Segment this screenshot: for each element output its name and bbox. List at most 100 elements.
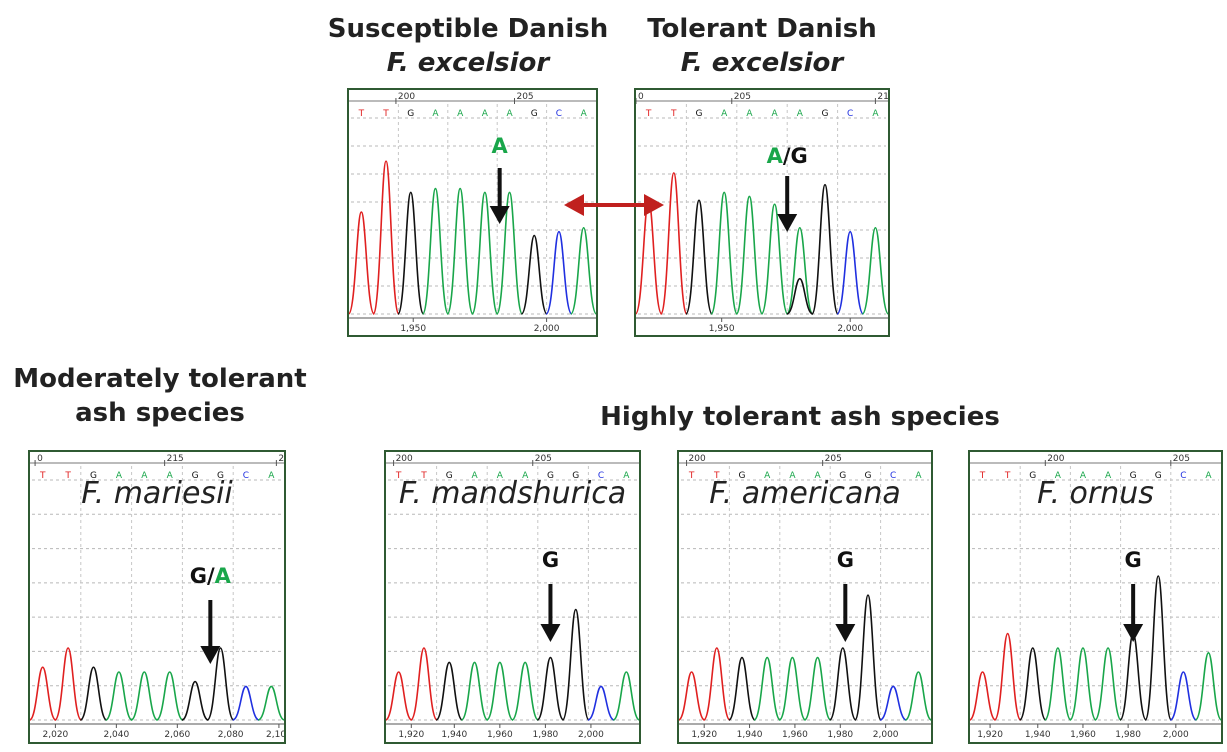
base-call-letter: G [865,471,872,481]
trace-peak [421,187,450,315]
panel-ornus: 200 205 T T G A A A G G C A 1,920 1,940 1,960 1,980 2,00… [968,450,1223,744]
trace-peak [232,685,260,721]
bottom-tick-label: 1,950 [400,324,426,334]
chromatogram-mariesii: 0215220TTGAAAGGCA2,0202,0402,0602,0802,1… [30,454,284,740]
base-call-letter: C [598,471,604,481]
trace-peak [760,203,789,315]
trace-peak [495,191,524,315]
panel-mandshurica: 200 205 T T G A A A G G C A 1,920 1,940 1,960 1,980 2,00… [384,450,641,744]
base-call-letter: A [116,471,123,481]
trace-peak [970,671,997,721]
base-call-letter: A [471,471,478,481]
position-arrow-head [540,624,561,642]
susceptible-title-line1: Susceptible Danish [327,14,609,44]
tolerant-title-line2: F. excelsior [680,48,844,78]
species-name-mandshurica: F. mandshurica [398,476,627,511]
bottom-tick-label: 1,980 [827,730,853,740]
base-call-letter: T [645,109,652,119]
position-arrow-head [835,624,856,642]
base-call-letter: A [746,109,753,119]
trace-peak [1018,647,1047,721]
base-call-letter: A [432,109,439,119]
base-call-letter: G [531,109,538,119]
trace-peak [728,656,756,721]
bottom-tick-label: 2,100 [266,730,284,740]
base-call-letter: A [1055,471,1062,481]
allele-call-susceptible: A [460,134,540,158]
base-call-letter: G [1155,471,1162,481]
base-call-letter: T [1004,471,1011,481]
allele-call-tolerant: A/G [747,144,827,168]
bottom-tick-label: 2,000 [873,730,899,740]
trace-peak [803,656,832,721]
chromatogram-mandshurica: 200 205 T T G A A A G G C A 1,920 1,940 1,960 1,980 2,00… [386,454,639,740]
comparison-double-arrow [564,194,664,216]
bottom-tick-label: 1,980 [1115,730,1141,740]
trace-peak [1144,575,1173,721]
base-call-letter: A [482,109,489,119]
bottom-tick-label: 1,920 [977,730,1003,740]
trace-peak [536,656,565,721]
trace-peak-secondary [786,277,814,315]
trace-peak [753,656,782,721]
base-call-letter: A [721,109,728,119]
tolerant-title: Tolerant Danish F. excelsior [622,12,902,80]
trace-peak [520,234,548,315]
top-tick-label: 205 [1173,454,1190,464]
highly-title-line1: Highly tolerant ash species [600,402,1000,432]
bottom-tick-label: 2,020 [43,730,69,740]
base-call-letter: T [979,471,986,481]
trace-peak [460,661,489,721]
base-call-letter: A [497,471,504,481]
top-tick-label: 210 [877,92,888,102]
bottom-tick-label: 2,000 [1163,730,1189,740]
base-call-letter: T [420,471,427,481]
base-call-letter: A [764,471,771,481]
bottom-tick-label: 1,960 [487,730,513,740]
base-call-letter: A [915,471,922,481]
allele-call-part: A [491,134,508,158]
top-tick-label: 0 [37,454,43,464]
bottom-tick-label: 2,080 [218,730,244,740]
allele-call-americana: G [805,548,885,572]
trace-peak [545,230,573,315]
base-call-letter: A [789,471,796,481]
panel-mariesii: 0215220TTGAAAGGCA2,0202,0402,0602,0802,1… [28,450,286,744]
allele-call-part: G [541,548,560,572]
base-call-letter: A [1205,471,1212,481]
base-call-letter: C [556,109,562,119]
base-call-letter: A [167,471,174,481]
susceptible-title: Susceptible Danish F. excelsior [318,12,618,80]
trace-peak [612,671,639,721]
trace-peak [879,685,907,721]
trace-peak [1094,647,1122,721]
tolerant-title-line1: Tolerant Danish [647,14,877,44]
trace-peak [785,226,814,315]
trace-peak [1069,647,1097,721]
allele-call-part: A [214,564,231,588]
chromatogram-americana: 200 205 T T G A A A G G C A 1,920 1,940 1,960 1,980 2,00… [679,454,931,740]
top-tick-label: 200 [396,454,413,464]
base-call-letter: A [581,109,588,119]
base-call-letter: C [1180,471,1186,481]
top-tick-label: 200 [689,454,706,464]
trace-peak [511,661,540,721]
highly-title: Highly tolerant ash species [560,400,1040,434]
base-call-letter: A [1105,471,1112,481]
base-call-letter: T [395,471,402,481]
trace-peak [659,172,688,315]
species-name-mariesii: F. mariesii [81,476,233,511]
base-call-letter: T [39,471,46,481]
base-call-letter: C [847,109,853,119]
trace-peak [735,195,764,315]
top-tick-label: 215 [167,454,184,464]
top-tick-label: 205 [825,454,842,464]
panel-americana: 200 205 T T G A A A G G C A 1,920 1,940 1,960 1,980 2,00… [677,450,933,744]
species-name-ornus: F. ornus [1037,476,1154,511]
base-call-letter: A [522,471,529,481]
base-call-letter: G [547,471,554,481]
trace-peak [811,183,839,315]
trace-peak [130,671,159,721]
base-call-letter: A [772,109,779,119]
trace-peak [54,647,83,721]
